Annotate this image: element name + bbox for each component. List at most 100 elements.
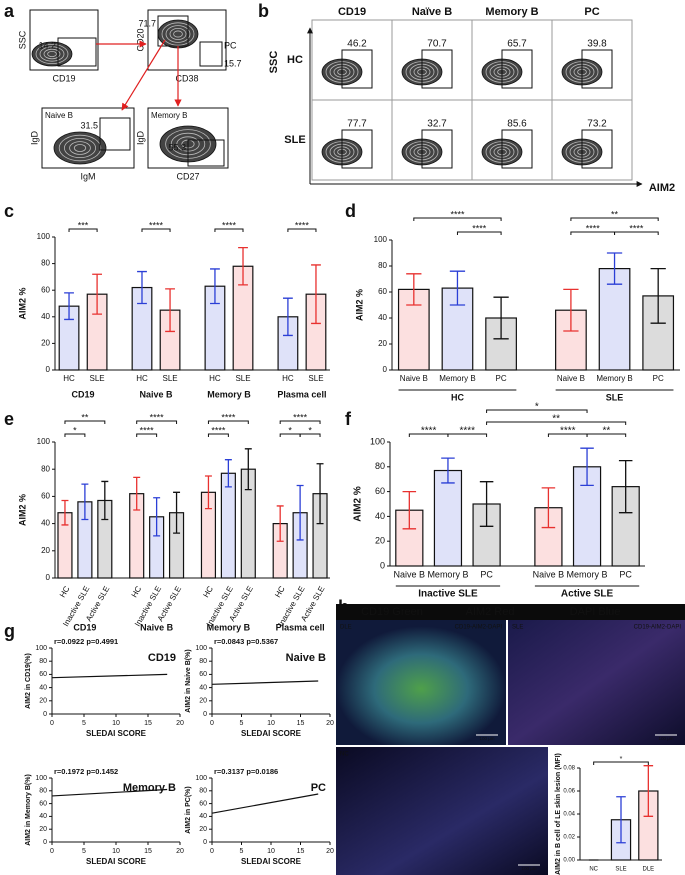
error-bar [316, 463, 324, 525]
error-bar [449, 270, 466, 306]
y-tick-label: 60 [375, 486, 385, 496]
error-bar [402, 490, 417, 530]
x-tick-label: Naive B [533, 569, 565, 579]
significance-bracket [207, 420, 249, 424]
flow-x-label: IgM [80, 171, 95, 181]
y-tick-label: 80 [39, 788, 47, 795]
x-tick-label: HC [63, 374, 75, 383]
significance-bracket [456, 231, 502, 235]
error-bar [616, 796, 626, 844]
y-axis-label: AIM2 % [353, 486, 364, 522]
gate [157, 15, 189, 47]
error-bar [406, 273, 422, 306]
bar [598, 268, 631, 371]
gate-value: 39.8 [587, 39, 607, 50]
micrograph [336, 747, 548, 875]
y-tick-label: 60 [41, 492, 50, 501]
significance-bracket [64, 420, 106, 424]
x-tick-label: SLE [615, 867, 626, 873]
flow-x-label: CD38 [175, 73, 198, 83]
y-tick-label: 60 [378, 287, 387, 296]
y-tick-label: 0 [46, 365, 51, 374]
column-header: PC [584, 6, 599, 18]
error-bar [282, 297, 293, 337]
x-tick-label: HC [201, 584, 215, 599]
group-label: HC [451, 392, 464, 402]
y-tick-label: 0 [380, 560, 385, 570]
x-tick-label: HC [282, 374, 294, 383]
fit-line [51, 673, 168, 679]
plot-title: Memory B [123, 782, 176, 794]
panel-label: b [258, 1, 269, 21]
significance-bracket [614, 231, 659, 235]
gate [199, 41, 223, 67]
gate [99, 117, 131, 151]
significance-label: ** [552, 414, 560, 425]
error-bar [133, 476, 141, 511]
significance-bracket [287, 228, 317, 232]
significance-label: **** [222, 220, 237, 230]
contour [73, 144, 87, 152]
panel-label: d [345, 201, 356, 221]
y-tick-label: 20 [378, 339, 387, 348]
significance-bracket [570, 217, 659, 221]
contour [173, 30, 183, 38]
y-tick-label: 20 [375, 536, 385, 546]
x-tick-label: SLE [162, 374, 177, 383]
error-bar [606, 252, 623, 285]
significance-bracket [586, 433, 627, 437]
group-label: Naive B [140, 389, 174, 399]
y-tick-label: 40 [41, 312, 50, 321]
image-legend: CD19-AIM2-DAPI [455, 625, 503, 631]
y-tick-label: 0 [43, 839, 47, 846]
group-label: Active SLE [561, 589, 614, 600]
group-label: CD19 [73, 622, 96, 632]
significance-bracket [593, 761, 649, 765]
gate-value: 14.2 [38, 40, 56, 50]
micrograph [336, 620, 506, 745]
fit-line [51, 788, 168, 797]
flow-x-label: CD27 [176, 171, 199, 181]
x-tick-label: SLE [308, 374, 323, 383]
y-tick-label: 0 [203, 711, 207, 718]
error-bar [137, 270, 147, 305]
error-bar [81, 483, 89, 521]
gate [421, 129, 453, 169]
error-bar [479, 481, 494, 527]
flow-y-label: IgD [29, 131, 39, 146]
x-tick-label: 5 [240, 848, 244, 855]
gate [501, 49, 533, 89]
channel-label: DAPI Blue [570, 606, 621, 618]
x-tick-label: 10 [267, 848, 275, 855]
significance-bracket [299, 433, 321, 437]
x-tick-label: 0 [50, 848, 54, 855]
error-bar [441, 457, 455, 484]
significance-label: **** [459, 426, 475, 437]
group-label: Memory B [207, 389, 251, 399]
gate-value: 15.7 [224, 58, 242, 68]
y-tick-label: 20 [39, 698, 47, 705]
scale-label: 100 μm [479, 736, 494, 741]
gate-value: 85.6 [507, 119, 527, 130]
gate-value: 65.7 [507, 39, 527, 50]
significance-bracket [447, 433, 488, 437]
significance-label: **** [560, 426, 576, 437]
x-tick-label: 20 [176, 720, 184, 727]
y-tick-label: 20 [41, 339, 50, 348]
error-bar [92, 273, 103, 315]
fit-line [211, 680, 319, 685]
significance-label: **** [221, 412, 236, 422]
significance-label: **** [421, 426, 437, 437]
x-tick-label: 10 [267, 720, 275, 727]
x-tick-label: 20 [326, 720, 334, 727]
x-tick-label: HC [58, 584, 72, 599]
x-tick-label: HC [209, 374, 221, 383]
y-tick-label: 100 [35, 775, 47, 782]
bar [220, 472, 236, 579]
x-axis-label: SLEDAI SCORE [241, 857, 302, 866]
contour [157, 19, 199, 49]
x-tick-label: Memory B [427, 569, 468, 579]
significance-label: **** [472, 223, 487, 233]
significance-label: ** [611, 209, 619, 219]
plot-title: PC [311, 782, 326, 794]
